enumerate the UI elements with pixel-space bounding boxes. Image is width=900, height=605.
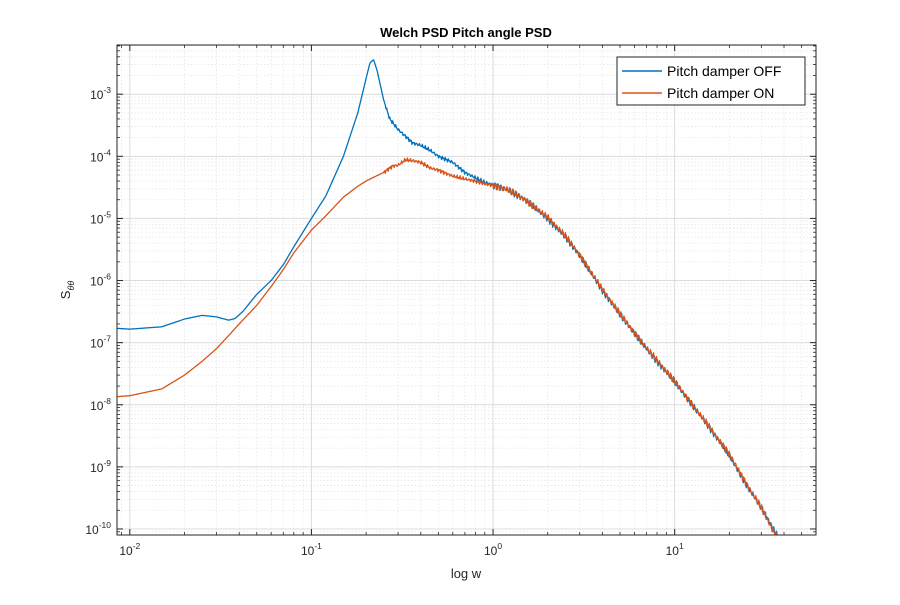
- y-axis-label: Sθθ: [58, 281, 76, 300]
- legend-label-off: Pitch damper OFF: [667, 63, 781, 79]
- y-axis-label-main: S: [58, 290, 73, 299]
- y-axis-label-sub: θθ: [66, 281, 76, 291]
- plot-area: [117, 45, 816, 535]
- y-tick-label: 10-3: [90, 85, 111, 102]
- y-tick-label: 10-8: [90, 396, 111, 413]
- x-axis-label: log w: [451, 566, 482, 581]
- x-tick-label: 10-2: [119, 541, 140, 558]
- legend-label-on: Pitch damper ON: [667, 85, 774, 101]
- axis-ticks: [117, 45, 817, 536]
- legend-box: [616, 56, 806, 106]
- x-tick-labels: 10-2 10-1 100 101: [119, 541, 684, 558]
- chart-title: Welch PSD Pitch angle PSD: [380, 25, 552, 40]
- x-tick-label: 100: [484, 541, 502, 558]
- y-tick-labels: 10-10 10-9 10-8 10-7 10-6 10-5 10-4 10-3: [85, 85, 111, 537]
- x-tick-label: 101: [666, 541, 684, 558]
- minor-grid: [117, 45, 817, 536]
- y-tick-label: 10-5: [90, 209, 111, 226]
- major-grid: [117, 45, 816, 535]
- y-tick-label: 10-9: [90, 458, 111, 475]
- y-tick-label: 10-10: [85, 520, 111, 537]
- legend: Pitch damper OFF Pitch damper ON: [616, 56, 806, 106]
- y-tick-label: 10-6: [90, 272, 111, 289]
- x-tick-label: 10-1: [301, 541, 322, 558]
- series-layer: [117, 59, 778, 535]
- y-tick-label: 10-4: [90, 147, 111, 164]
- series-line-damper-on: [117, 157, 777, 535]
- y-tick-label: 10-7: [90, 334, 111, 351]
